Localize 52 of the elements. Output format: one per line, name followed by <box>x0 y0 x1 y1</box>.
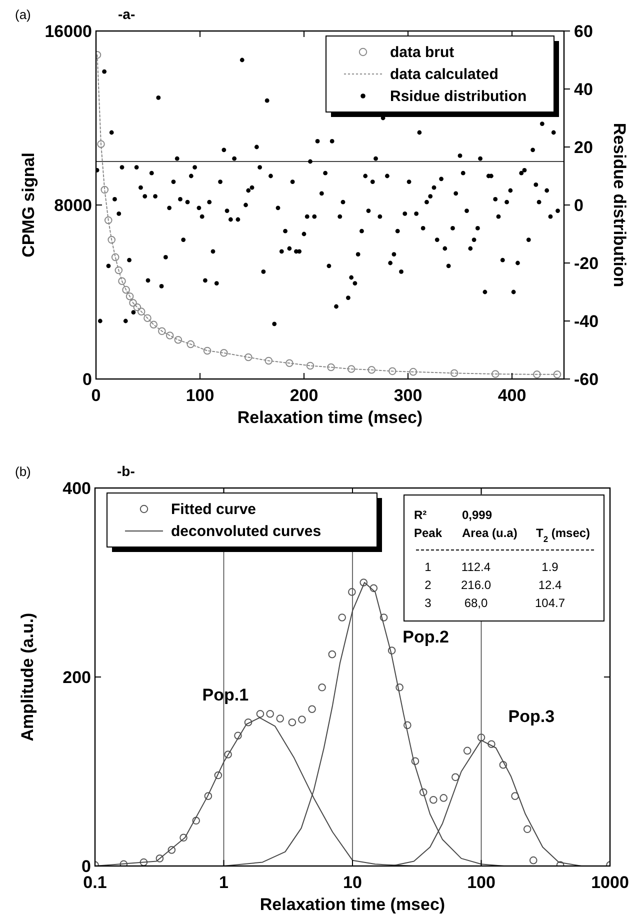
legend-label: Fitted curve <box>171 501 256 518</box>
chart-title: -a- <box>118 6 136 22</box>
x-tick-label: 400 <box>498 386 526 405</box>
text: (a) <box>15 7 31 22</box>
annotation: 112.4 <box>461 560 491 574</box>
x-tick-label: 200 <box>290 386 318 405</box>
legend-label: Rsidue distribution <box>390 88 527 105</box>
y2-tick-label: 40 <box>574 80 593 99</box>
annotation: 0,999 <box>462 508 492 522</box>
x-axis-title: Relaxation time (msec) <box>260 895 446 914</box>
y-tick-label: 0 <box>82 370 92 389</box>
y2-axis-title: Residue distribution <box>610 122 629 288</box>
y-axis-title: Amplitude (a.u.) <box>18 612 37 742</box>
legend-label: data brut <box>390 44 454 61</box>
x-tick-label: 0.1 <box>83 873 107 892</box>
y2-tick-label: 20 <box>574 138 593 157</box>
annotation: 104.7 <box>534 596 566 610</box>
annotation: 3 <box>424 596 432 610</box>
x-tick-label: 1 <box>219 873 228 892</box>
y-tick-label: 8000 <box>54 196 92 215</box>
annotation: 12.4 <box>538 578 562 592</box>
annotation: 1.9 <box>542 560 559 574</box>
text: (b) <box>15 464 31 479</box>
annotation: Peak <box>414 526 442 540</box>
x-tick-label: 10 <box>343 873 362 892</box>
y-tick-label: 200 <box>62 668 91 687</box>
annotation: 68,0 <box>464 596 488 610</box>
y2-tick-label: -40 <box>574 312 599 331</box>
y2-tick-label: -20 <box>574 254 599 273</box>
x-axis-title: Relaxation time (msec) <box>237 408 423 427</box>
x-tick-label: 300 <box>394 386 422 405</box>
annotation: 2 <box>424 578 432 592</box>
annotation: T$_{2}$ (msec) <box>536 526 590 544</box>
y-tick-label: 400 <box>62 479 91 498</box>
annotation: Pop.3 <box>508 707 555 726</box>
y2-tick-label: -60 <box>574 370 599 389</box>
y-tick-label: 16000 <box>44 22 92 41</box>
legend-label: data calculated <box>390 66 498 83</box>
chart-title: -b- <box>117 463 136 479</box>
annotation: 216.0 <box>460 578 492 592</box>
x-tick-label: 100 <box>467 873 496 892</box>
legend-label: deconvoluted curves <box>171 523 322 540</box>
y2-tick-label: 60 <box>574 22 593 41</box>
y-axis-title: CPMG signal <box>19 152 38 258</box>
annotation: R² <box>414 508 427 522</box>
y-tick-label: 0 <box>82 857 91 876</box>
annotation: 1 <box>424 560 432 574</box>
x-tick-label: 100 <box>186 386 214 405</box>
annotation: Area (u.a) <box>462 526 518 540</box>
x-tick-label: 1000 <box>591 873 629 892</box>
annotation: Pop.2 <box>402 628 449 647</box>
y2-tick-label: 0 <box>574 196 584 215</box>
